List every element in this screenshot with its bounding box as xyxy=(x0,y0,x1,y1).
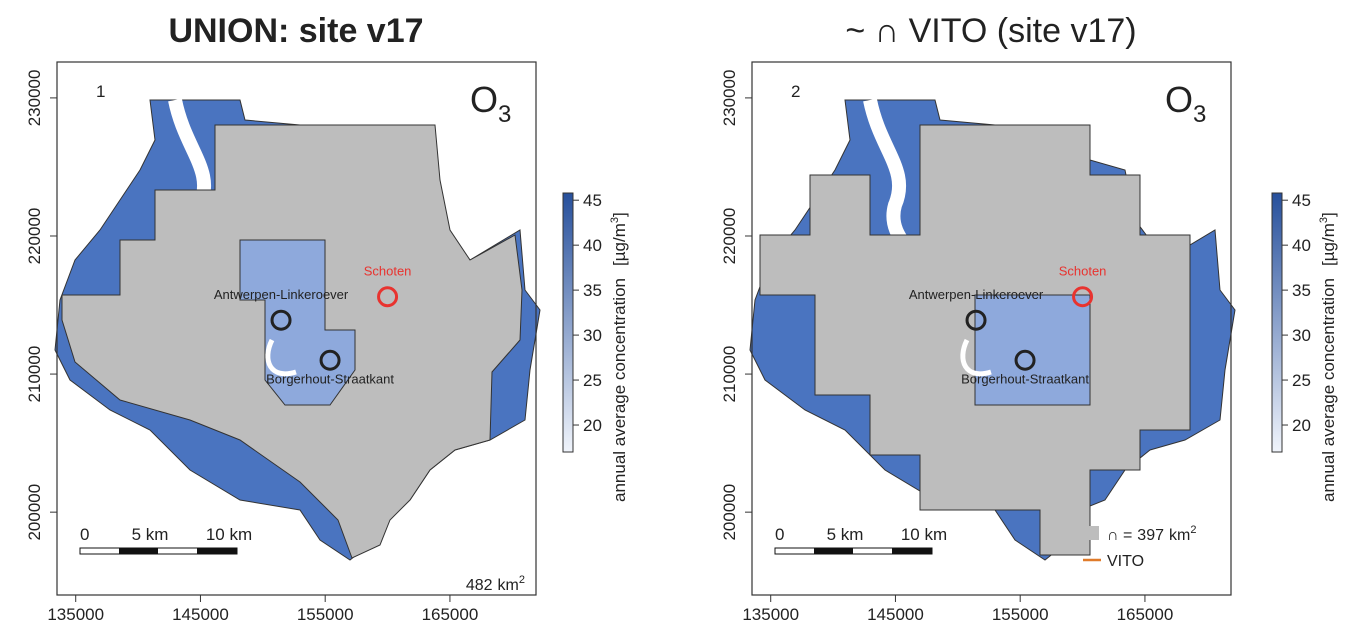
y-tick-label: 220000 xyxy=(25,208,44,265)
scale-label: 5 km xyxy=(827,525,864,544)
x-tick-label: 165000 xyxy=(422,605,479,624)
pollutant-subscript: 3 xyxy=(498,101,511,128)
legend-label: VITO xyxy=(1107,553,1144,570)
colorbar-title: annual average concentration[µg/m3] xyxy=(609,212,629,502)
pollutant: O3 xyxy=(1165,79,1206,128)
panel-title: UNION: site v17 xyxy=(168,12,423,50)
y-tick-label: 220000 xyxy=(720,208,739,265)
scale-bar-seg xyxy=(814,548,853,554)
colorbar-tick-label: 40 xyxy=(583,236,602,255)
pollutant-symbol: O xyxy=(1165,79,1193,120)
area-label: 482 km2 xyxy=(466,574,525,594)
colorbar xyxy=(563,193,573,452)
scale-label: 0 xyxy=(80,525,89,544)
y-tick-label: 200000 xyxy=(720,484,739,541)
pollutant: O3 xyxy=(470,79,511,128)
colorbar-tick-label: 40 xyxy=(1292,236,1311,255)
y-tick-label: 230000 xyxy=(25,70,44,127)
site-label: Schoten xyxy=(364,264,412,279)
area-value: 397 xyxy=(1137,527,1164,544)
colorbar-tick-label: 25 xyxy=(1292,371,1311,390)
colorbar-title: annual average concentration[µg/m3] xyxy=(1318,212,1338,502)
area-sup: 2 xyxy=(519,574,525,586)
site-label: Schoten xyxy=(1059,264,1107,279)
colorbar xyxy=(1272,193,1282,452)
scale-label: 10 km xyxy=(206,525,252,544)
pollutant-subscript: 3 xyxy=(1193,101,1206,128)
map-panel: UNION: site v17 135000 145000 155000 165000 2… xyxy=(25,12,629,624)
area-prefix: ∩ = xyxy=(1107,527,1132,544)
colorbar-unit-close: ] xyxy=(610,212,629,217)
colorbar-tick-label: 20 xyxy=(1292,416,1311,435)
map-panel: ~ ∩ VITO (site v17) 135000 145000 155000 165… xyxy=(720,12,1338,624)
scale-bar-seg xyxy=(119,548,158,554)
colorbar-tick-label: 35 xyxy=(1292,281,1311,300)
scale-label: 0 xyxy=(775,525,784,544)
colorbar-tick-label: 30 xyxy=(1292,326,1311,345)
site-label: Antwerpen-Linkeroever xyxy=(214,287,349,302)
x-tick-label: 145000 xyxy=(867,605,924,624)
x-tick-label: 135000 xyxy=(47,605,104,624)
scale-bar-seg xyxy=(197,548,237,554)
colorbar-unit: [µg/m xyxy=(610,223,629,266)
colorbar-label: annual average concentration xyxy=(1319,278,1338,502)
colorbar-unit-close: ] xyxy=(1319,212,1338,217)
colorbar-tick-label: 45 xyxy=(583,191,602,210)
panel-label: 2 xyxy=(791,82,800,101)
area-unit: km xyxy=(1169,527,1190,544)
figure: UNION: site v17 135000 145000 155000 165000 2… xyxy=(0,0,1371,630)
colorbar-tick-label: 25 xyxy=(583,371,602,390)
colorbar-label: annual average concentration xyxy=(610,278,629,502)
area-swatch xyxy=(1085,526,1099,540)
inner-region xyxy=(975,295,1090,405)
area-unit: km xyxy=(498,577,519,594)
y-tick-label: 210000 xyxy=(25,346,44,403)
x-tick-label: 155000 xyxy=(297,605,354,624)
x-tick-label: 165000 xyxy=(1117,605,1174,624)
pollutant-symbol: O xyxy=(470,79,498,120)
scale-label: 5 km xyxy=(132,525,169,544)
x-tick-label: 155000 xyxy=(992,605,1049,624)
colorbar-tick-label: 35 xyxy=(583,281,602,300)
y-tick-label: 230000 xyxy=(720,70,739,127)
scale-bar-seg xyxy=(892,548,932,554)
y-tick-label: 210000 xyxy=(720,346,739,403)
panel-label: 1 xyxy=(96,82,105,101)
site-label: Borgerhout-Straatkant xyxy=(961,371,1089,386)
scale-label: 10 km xyxy=(901,525,947,544)
x-tick-label: 145000 xyxy=(172,605,229,624)
site-label: Borgerhout-Straatkant xyxy=(266,371,394,386)
area-label: ∩ = 397 km2 xyxy=(1107,524,1196,544)
colorbar-unit: [µg/m xyxy=(1319,223,1338,266)
area-sup: 2 xyxy=(1190,524,1196,536)
y-tick-label: 200000 xyxy=(25,484,44,541)
site-label: Antwerpen-Linkeroever xyxy=(909,287,1044,302)
colorbar-tick-label: 30 xyxy=(583,326,602,345)
panel-title: ~ ∩ VITO (site v17) xyxy=(845,12,1136,50)
x-tick-label: 135000 xyxy=(742,605,799,624)
area-value: 482 xyxy=(466,577,493,594)
colorbar-tick-label: 20 xyxy=(583,416,602,435)
colorbar-tick-label: 45 xyxy=(1292,191,1311,210)
